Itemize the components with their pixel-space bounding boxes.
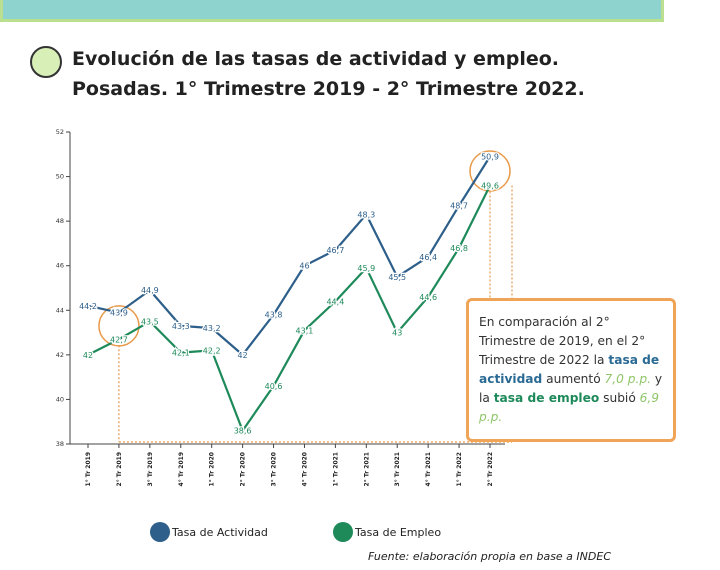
- x-tick-label: 2° Tr 2020: [240, 452, 247, 486]
- data-label-activity: 43,2: [203, 324, 221, 333]
- callout-text-4: subió: [599, 391, 640, 405]
- x-tick-label: 1° Tr 2021: [332, 452, 339, 486]
- x-tick-label: 2° Tr 2019: [116, 452, 123, 486]
- data-label-employment: 49,6: [481, 181, 499, 190]
- data-label-activity: 48,3: [357, 210, 375, 219]
- comparison-callout: En comparación al 2° Trimestre de 2019, …: [466, 298, 676, 442]
- source-note: Fuente: elaboración propia en base a IND…: [368, 550, 611, 563]
- employment-legend-dot-icon: [333, 522, 353, 542]
- data-label-employment: 43: [392, 329, 402, 338]
- data-label-activity: 46,7: [326, 246, 344, 255]
- chart-title: Evolución de las tasas de actividad y em…: [72, 44, 692, 104]
- x-tick-label: 3° Tr 2020: [271, 452, 278, 486]
- x-tick-label: 2° Tr 2022: [487, 452, 494, 486]
- callout-employment-label: tasa de empleo: [493, 391, 600, 405]
- data-label-activity: 50,9: [481, 153, 499, 162]
- x-tick-label: 4° Tr 2021: [425, 452, 432, 486]
- legend-item-activity: Tasa de Actividad: [150, 522, 268, 542]
- data-label-employment: 44,4: [326, 297, 344, 306]
- data-label-activity: 43,3: [172, 322, 190, 331]
- data-label-employment: 42,1: [172, 349, 190, 358]
- data-label-activity: 45,5: [388, 273, 406, 282]
- x-tick-label: 1° Tr 2022: [456, 452, 463, 486]
- y-tick-label: 48: [56, 217, 64, 225]
- callout-text-3: y la: [479, 372, 663, 405]
- callout-activity-change: 7,0 p.p.: [604, 372, 652, 386]
- highlight-circle: [469, 150, 511, 192]
- callout-employment-change: 6,9 p.p.: [479, 391, 660, 424]
- y-tick-label: 38: [56, 440, 64, 448]
- y-tick-label: 42: [56, 351, 64, 359]
- title-line-1: Evolución de las tasas de actividad y em…: [72, 48, 560, 70]
- x-tick-label: 3° Tr 2019: [147, 452, 154, 486]
- title-line-2: Posadas. 1° Trimestre 2019 - 2° Trimestr…: [72, 78, 585, 100]
- highlight-circle: [98, 305, 140, 347]
- legend-label-activity: Tasa de Actividad: [172, 525, 268, 539]
- circle-bullet-icon: [30, 46, 62, 78]
- y-tick-label: 40: [56, 395, 64, 403]
- data-label-activity: 43,8: [265, 311, 283, 320]
- data-label-employment: 45,9: [357, 264, 375, 273]
- data-label-employment: 38,6: [234, 427, 252, 436]
- series-line-employment: [87, 184, 491, 432]
- x-tick-label: 1° Tr 2020: [209, 452, 216, 486]
- data-label-employment: 42,7: [110, 335, 128, 344]
- data-label-employment: 44,6: [419, 293, 437, 302]
- data-label-employment: 43,1: [296, 326, 314, 335]
- x-tick-label: 3° Tr 2021: [394, 452, 401, 486]
- x-tick-label: 1° Tr 2019: [85, 452, 92, 486]
- data-label-activity: 48,7: [450, 202, 468, 211]
- callout-text-1: En comparación al 2° Trimestre de 2019, …: [479, 315, 646, 367]
- data-label-employment: 40,6: [265, 382, 283, 391]
- x-tick-label: 4° Tr 2020: [301, 452, 308, 486]
- y-tick-label: 46: [56, 262, 64, 270]
- data-label-employment: 46,8: [450, 244, 468, 253]
- y-tick-label: 50: [56, 173, 64, 181]
- data-label-activity: 43,9: [110, 309, 128, 318]
- x-tick-label: 2° Tr 2021: [363, 452, 370, 486]
- x-tick-label: 4° Tr 2019: [178, 452, 185, 486]
- legend-item-employment: Tasa de Empleo: [333, 522, 441, 542]
- series-line-activity: [87, 155, 491, 356]
- data-label-activity: 46: [299, 262, 309, 271]
- data-label-activity: 46,4: [419, 253, 437, 262]
- data-label-employment: 43,5: [141, 317, 159, 326]
- y-tick-label: 52: [56, 128, 64, 136]
- y-tick-label: 44: [56, 306, 64, 314]
- activity-legend-dot-icon: [150, 522, 170, 542]
- data-label-employment: 42,2: [203, 346, 221, 355]
- data-label-activity: 44,9: [141, 286, 159, 295]
- legend-label-employment: Tasa de Empleo: [355, 525, 442, 539]
- callout-activity-label: tasa de actividad: [479, 353, 660, 386]
- data-label-employment: 42: [83, 351, 93, 360]
- top-banner: [0, 0, 664, 22]
- data-label-activity: 44,2: [79, 302, 97, 311]
- data-label-activity: 42: [238, 351, 248, 360]
- callout-text-2: aumentó: [542, 372, 605, 386]
